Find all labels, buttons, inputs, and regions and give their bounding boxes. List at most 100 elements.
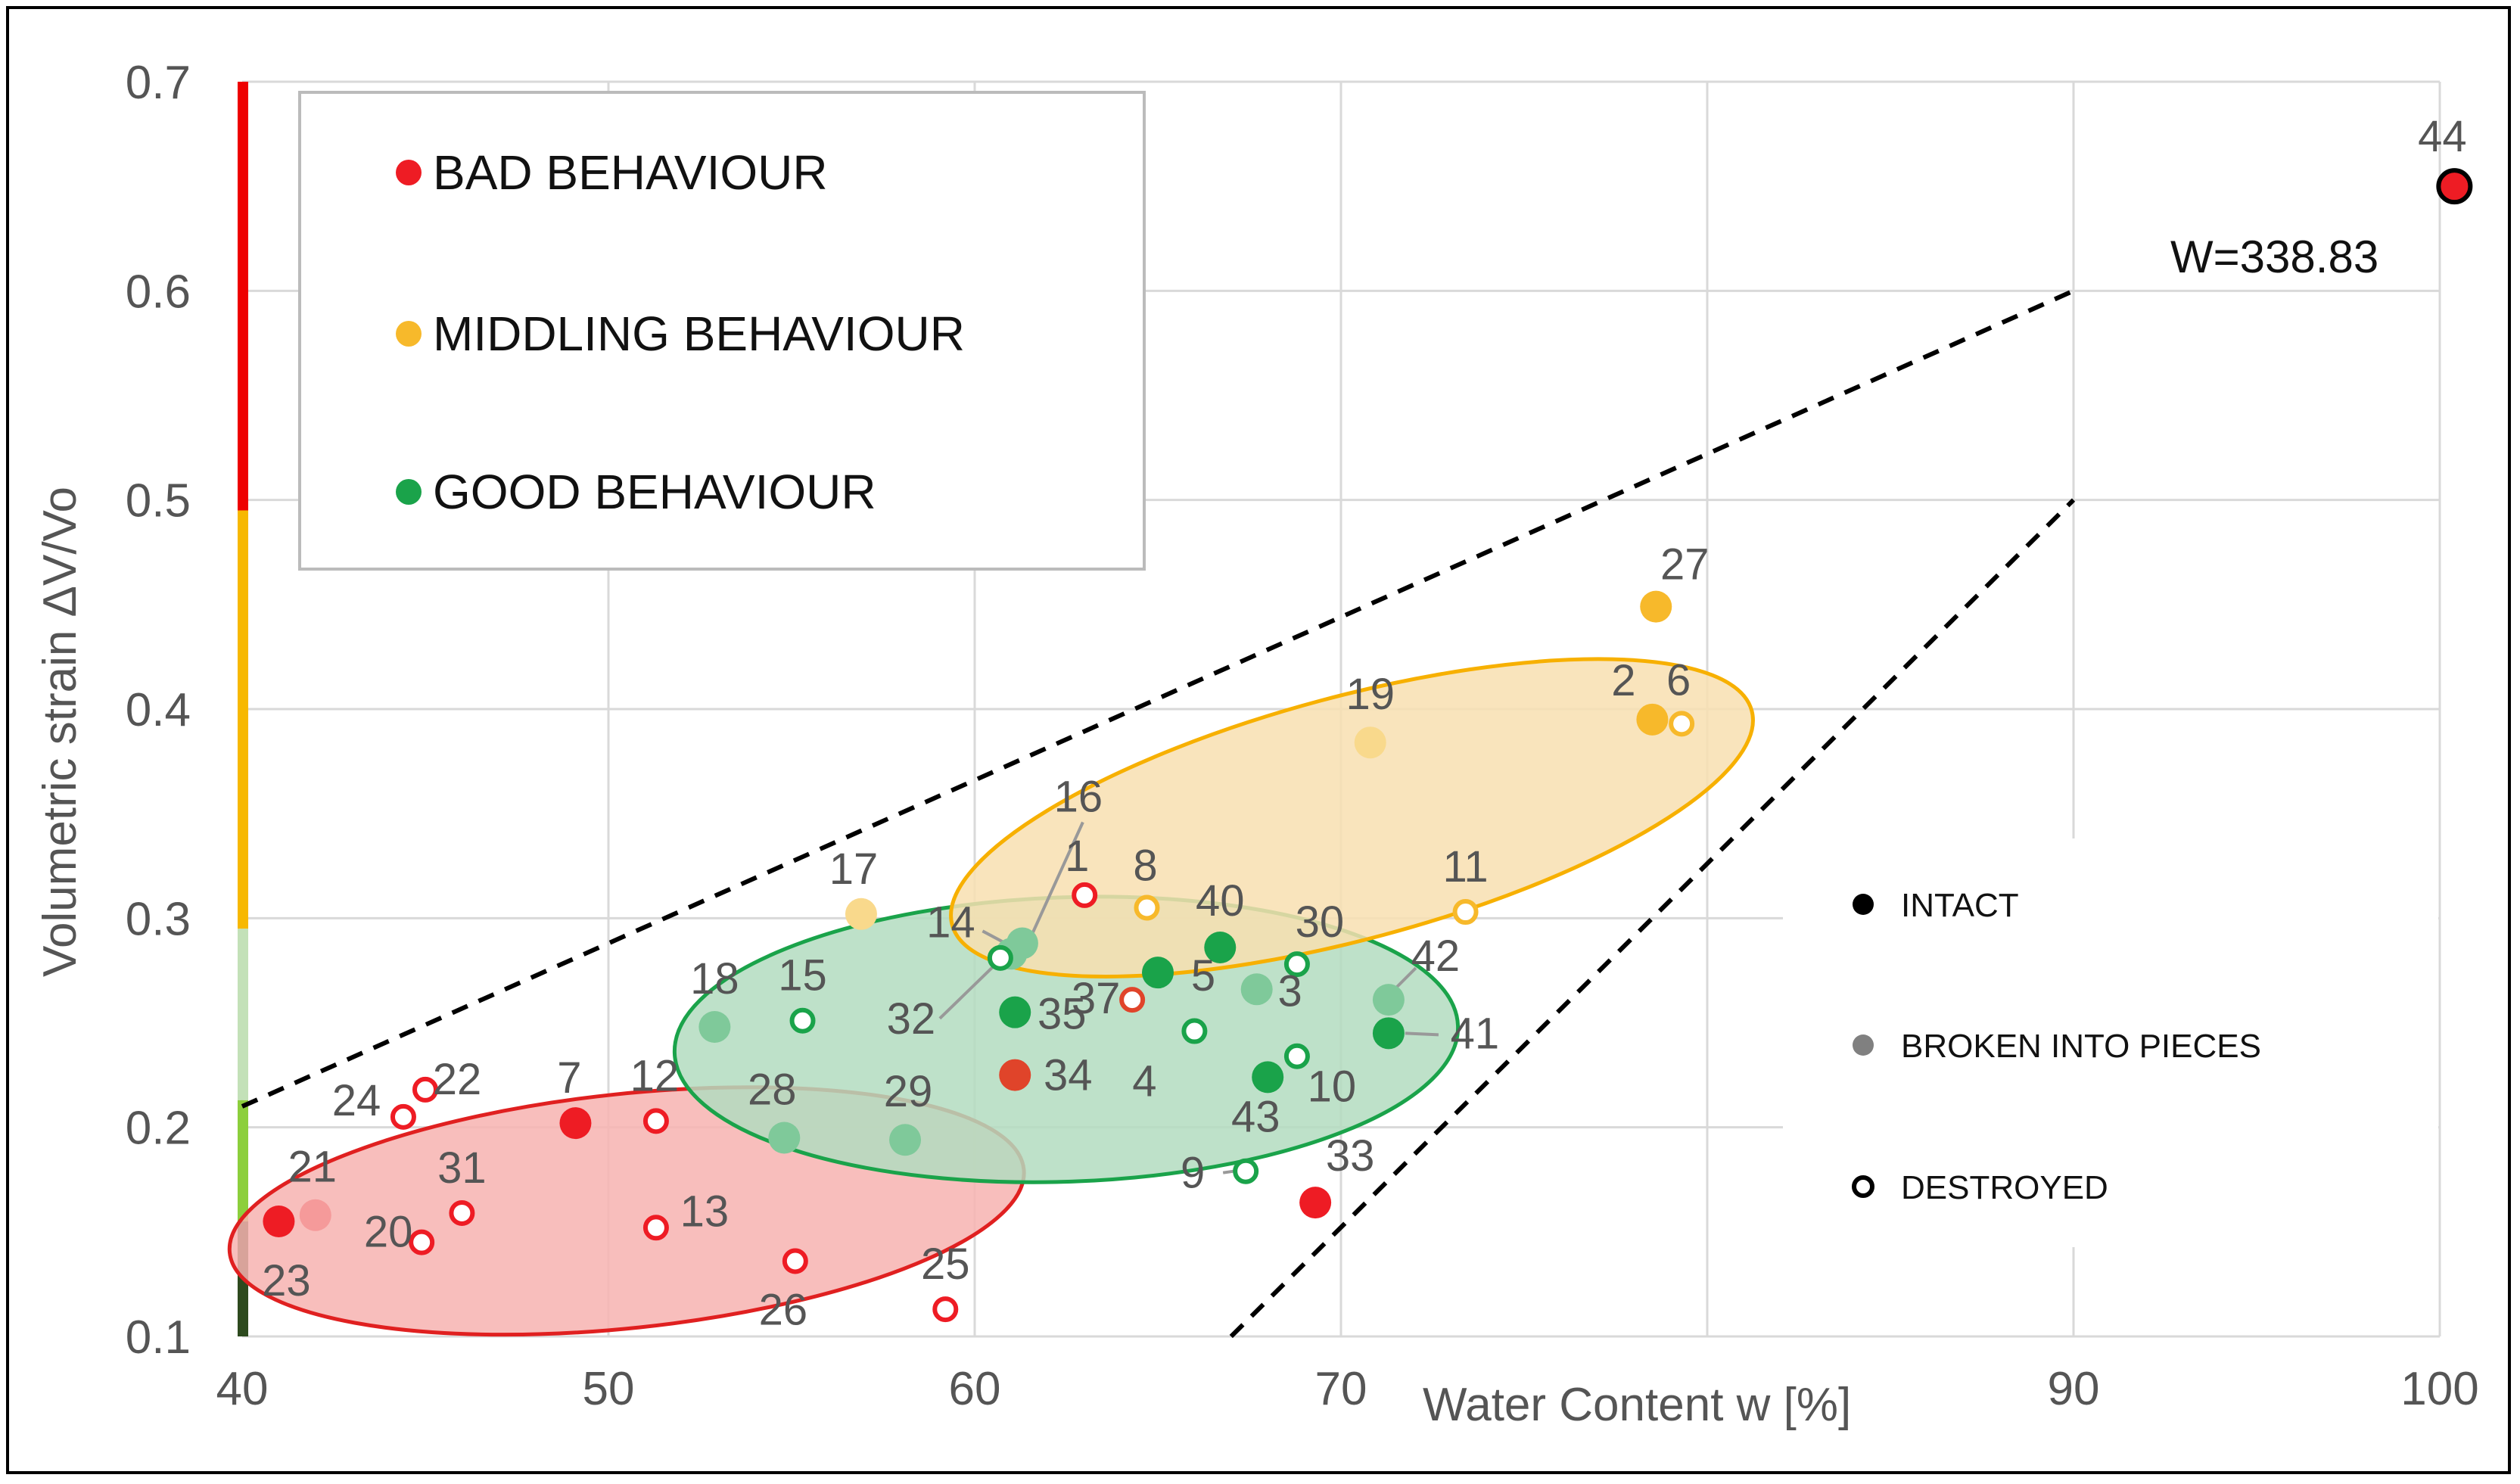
data-point-19	[1354, 726, 1386, 759]
data-point-32	[987, 944, 1013, 971]
y-scale-segment	[238, 82, 248, 511]
point-label-15: 15	[778, 951, 827, 1000]
point-label-29: 29	[884, 1067, 933, 1116]
point-label-20: 20	[364, 1208, 413, 1257]
legend-marker-middling	[396, 321, 422, 347]
point-label-3: 3	[1278, 966, 1302, 1016]
leader-line-42	[1393, 966, 1417, 991]
point-label-40: 40	[1196, 876, 1245, 926]
point-label-26: 26	[759, 1286, 808, 1335]
data-point-40	[1204, 932, 1237, 964]
point-label-33: 33	[1326, 1131, 1375, 1181]
label-leaders	[938, 821, 1439, 1174]
data-point-34	[999, 1059, 1031, 1091]
leader-line-41	[1405, 1031, 1439, 1037]
envelope-line	[1229, 498, 2076, 1339]
data-point-13	[642, 1215, 669, 1241]
y-tick-label: 0.4	[126, 684, 191, 736]
legend-marker-intact	[1853, 894, 1874, 915]
point-label-42: 42	[1411, 932, 1461, 981]
point-label-37: 37	[1072, 974, 1121, 1023]
data-point-37	[1119, 987, 1146, 1013]
legend-label-broken: BROKEN INTO PIECES	[1901, 1028, 2261, 1065]
x-tick-label: 70	[1315, 1363, 1367, 1415]
point-label-31: 31	[437, 1143, 487, 1193]
data-point-1	[1072, 882, 1098, 908]
data-point-42	[1372, 984, 1405, 1016]
point-label-4: 4	[1132, 1057, 1156, 1106]
data-point-7	[559, 1107, 592, 1140]
leader-line-32	[938, 966, 994, 1020]
data-point-31	[449, 1199, 475, 1226]
point-label-18: 18	[690, 954, 739, 1003]
x-tick-label: 50	[583, 1363, 635, 1415]
data-point-16	[1006, 927, 1038, 960]
data-point-30	[1283, 951, 1310, 978]
point-label-35: 35	[1038, 990, 1087, 1039]
data-point-35	[999, 996, 1031, 1028]
leader-line-16	[1030, 821, 1084, 937]
point-label-32: 32	[887, 994, 936, 1044]
data-point-43	[1252, 1061, 1284, 1094]
data-point-8	[1134, 894, 1160, 921]
data-point-9	[1233, 1158, 1259, 1184]
data-point-27	[1640, 590, 1672, 623]
x-tick-label: 90	[2048, 1363, 2100, 1415]
legend-label-bad: BAD BEHAVIOUR	[433, 145, 828, 200]
axis-ticks: 40 50 60 70 90 100 0.1 0.2 0.3 0.4 0.5 0.6 0.7	[126, 57, 2479, 1415]
data-point-24	[390, 1103, 416, 1130]
point-label-41: 41	[1451, 1009, 1500, 1058]
legend-marker-broken	[1853, 1034, 1874, 1056]
data-point-5	[1142, 957, 1174, 989]
data-point-26	[782, 1248, 808, 1274]
legend-marker-good	[396, 479, 422, 505]
legend-label-intact: INTACT	[1901, 887, 2019, 924]
legend-box	[298, 91, 1146, 571]
point-label-6: 6	[1666, 655, 1691, 705]
x-tick-label: 60	[949, 1363, 1001, 1415]
data-point-3	[1240, 973, 1273, 1006]
data-point-18	[698, 1011, 731, 1044]
data-point-25	[932, 1296, 959, 1323]
point-label-1: 1	[1065, 832, 1089, 881]
point-labels: 1234567891011121314151617181920212223242…	[262, 112, 2466, 1334]
data-point-12	[642, 1108, 669, 1134]
point-label-22: 22	[433, 1055, 482, 1104]
legend-marker-destroyed	[1852, 1175, 1874, 1198]
data-point-41	[1372, 1017, 1405, 1050]
annotation-w-value: W=338.83	[2170, 232, 2378, 282]
state-legend: INTACT BROKEN INTO PIECES DESTROYED	[1783, 838, 2438, 1247]
point-label-8: 8	[1133, 842, 1157, 891]
point-label-2: 2	[1611, 656, 1635, 705]
point-label-10: 10	[1308, 1062, 1357, 1112]
point-label-9: 9	[1181, 1149, 1205, 1198]
envelope-line	[241, 288, 2075, 1109]
point-label-25: 25	[921, 1240, 970, 1289]
point-label-16: 16	[1054, 772, 1103, 821]
point-label-23: 23	[262, 1256, 311, 1305]
point-label-34: 34	[1044, 1051, 1093, 1100]
data-point-21	[299, 1199, 331, 1231]
data-point-15	[789, 1007, 816, 1034]
point-label-7: 7	[557, 1053, 581, 1103]
behaviour-legend: BAD BEHAVIOUR MIDDLING BEHAVIOUR GOOD BE…	[298, 91, 1146, 571]
point-label-21: 21	[288, 1143, 338, 1192]
y-tick-label: 0.3	[126, 893, 191, 945]
y-scale-bar	[238, 82, 248, 1336]
point-label-30: 30	[1296, 898, 1345, 947]
y-tick-label: 0.7	[126, 57, 191, 109]
point-label-5: 5	[1191, 951, 1215, 1000]
y-tick-label: 0.1	[126, 1311, 191, 1364]
legend-label-destroyed: DESTROYED	[1901, 1169, 2108, 1206]
data-point-28	[768, 1122, 801, 1154]
leader-line-14	[982, 929, 1006, 945]
legend-label-middling: MIDDLING BEHAVIOUR	[433, 306, 965, 361]
data-point-20	[409, 1229, 435, 1255]
point-label-19: 19	[1346, 670, 1395, 719]
point-label-24: 24	[332, 1076, 381, 1125]
data-point-4	[1181, 1018, 1208, 1044]
y-scale-segment	[238, 929, 248, 1100]
data-point-23	[263, 1206, 295, 1238]
x-tick-label: 40	[216, 1363, 269, 1415]
